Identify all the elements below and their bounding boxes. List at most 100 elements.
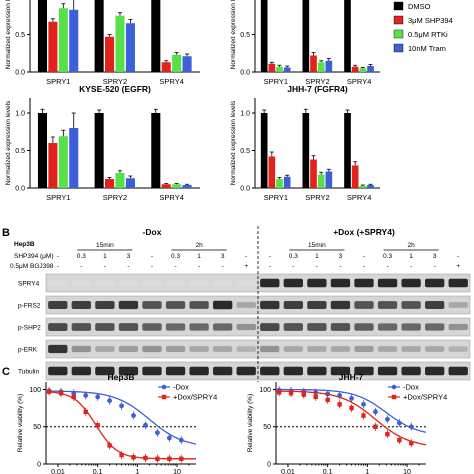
- bgj-value: -: [151, 263, 153, 270]
- bar-spry4-3: [172, 184, 182, 188]
- blot-band: [283, 278, 303, 288]
- category-label: SPRY2: [103, 193, 127, 202]
- data-point: [95, 423, 100, 428]
- x-tick-label: 0.1: [323, 469, 333, 474]
- bar-spry4-4: [182, 56, 192, 72]
- shp-value: -: [269, 253, 271, 260]
- legend-label: 0.5μM RTKi: [408, 30, 448, 39]
- time-label: 15min: [308, 242, 326, 249]
- blot-header-right: +Dox (+SPRY4): [333, 227, 395, 237]
- blot-band: [118, 300, 139, 310]
- data-point: [385, 431, 390, 437]
- data-point: [313, 394, 318, 400]
- bar-spry1-1: [37, 0, 47, 72]
- shp-value: 3: [339, 253, 343, 260]
- bar-spry1-4: [283, 67, 291, 72]
- blot-band: [48, 280, 68, 286]
- shp-value: 0.3: [383, 253, 392, 260]
- blot-row-label: p-FRS2: [18, 303, 41, 310]
- bar-spry2-2: [105, 36, 115, 72]
- data-point: [325, 397, 330, 403]
- bgj-value: -: [269, 263, 271, 270]
- bar-spry4-3: [172, 54, 182, 72]
- bar-spry1-1: [37, 113, 47, 188]
- bar-spry1-3: [276, 179, 283, 188]
- bar-chart-3: KYSE-520 (EGFR) Normalized expression lev…: [5, 84, 200, 202]
- dose-response-chart-2: JHH-7 Relative viability (%) 0 50 100 0.01 0.1…: [247, 372, 447, 474]
- bar-spry2-1: [302, 0, 310, 72]
- data-point: [155, 456, 160, 461]
- bar-spry1-2: [48, 143, 58, 188]
- x-tick-label: 0.1: [93, 469, 103, 474]
- blot-band: [448, 278, 468, 288]
- bgj-value: -: [386, 263, 388, 270]
- chart-title: JHH-7 (FGFR4): [287, 84, 348, 94]
- y-tick-label: 100: [259, 387, 271, 394]
- chart-title: KYSE-520 (EGFR): [79, 84, 151, 94]
- blot-band: [118, 345, 139, 353]
- panel-label-c: C: [2, 366, 10, 378]
- y-tick-label: 0.5: [240, 148, 250, 155]
- bgj-value: -: [410, 263, 412, 270]
- data-point: [385, 416, 390, 422]
- bar-spry1-2: [48, 21, 58, 72]
- blot-band: [142, 345, 162, 353]
- bar-spry2-1: [302, 113, 310, 188]
- blot-band: [425, 300, 445, 310]
- blot-band: [401, 278, 421, 288]
- category-label: SPRY2: [103, 77, 127, 86]
- blot-band: [354, 323, 374, 331]
- legend-swatch: [393, 1, 404, 11]
- bgj-value: -: [434, 263, 436, 270]
- y-tick-label: 1.0: [240, 0, 250, 2]
- data-point: [155, 430, 160, 436]
- bgj-row-label: 0.5μM BGJ398: [10, 263, 54, 270]
- legend-label: +Dox/SPRY4: [403, 393, 447, 402]
- shp-value: 1: [103, 253, 107, 260]
- bar-spry1-2: [268, 156, 276, 188]
- data-point: [143, 455, 148, 461]
- y-axis-label: Normalized expression levels: [5, 100, 12, 185]
- bar-spry1-4: [69, 128, 79, 188]
- shp-value: 1: [197, 253, 201, 260]
- bgj-value: +: [456, 263, 460, 270]
- bgj-value: -: [292, 263, 294, 270]
- y-tick-label: 0.5: [15, 148, 25, 155]
- y-tick-label: 0.0: [240, 70, 250, 77]
- y-tick-label: 50: [33, 424, 41, 431]
- y-tick-label: 0.5: [15, 32, 25, 39]
- data-point: [71, 394, 76, 400]
- blot-band: [283, 366, 303, 376]
- blot-row-label: p-SHP2: [18, 325, 41, 332]
- data-point: [119, 452, 124, 458]
- bar-spry1-4: [69, 9, 79, 72]
- data-point: [167, 456, 172, 461]
- blot-band: [71, 280, 91, 286]
- data-point: [166, 435, 172, 441]
- blot-band: [95, 346, 115, 352]
- time-label: 2h: [195, 242, 203, 249]
- blot-band: [95, 300, 115, 310]
- data-point: [83, 393, 89, 398]
- bar-spry4-2: [161, 184, 171, 188]
- x-tick-label: 10: [403, 469, 411, 474]
- bar-spry4-2: [351, 165, 359, 188]
- shp-value: 0.3: [171, 253, 180, 260]
- blot-band: [189, 301, 209, 309]
- blot-band: [377, 366, 398, 376]
- blot-band: [48, 300, 68, 310]
- shp-value: -: [245, 253, 247, 260]
- data-point: [337, 402, 342, 407]
- data-point: [107, 398, 113, 404]
- x-tick-label: 0.01: [51, 469, 65, 474]
- bar-spry1-1: [260, 0, 268, 72]
- category-label: SPRY4: [347, 193, 371, 202]
- blot-band: [213, 300, 233, 310]
- bar-spry4-4: [367, 185, 374, 188]
- time-label: 2h: [407, 242, 415, 249]
- shp-value: 0.3: [77, 253, 86, 260]
- blot-band: [236, 323, 256, 331]
- blot-band: [118, 280, 139, 286]
- blot-band: [425, 323, 445, 331]
